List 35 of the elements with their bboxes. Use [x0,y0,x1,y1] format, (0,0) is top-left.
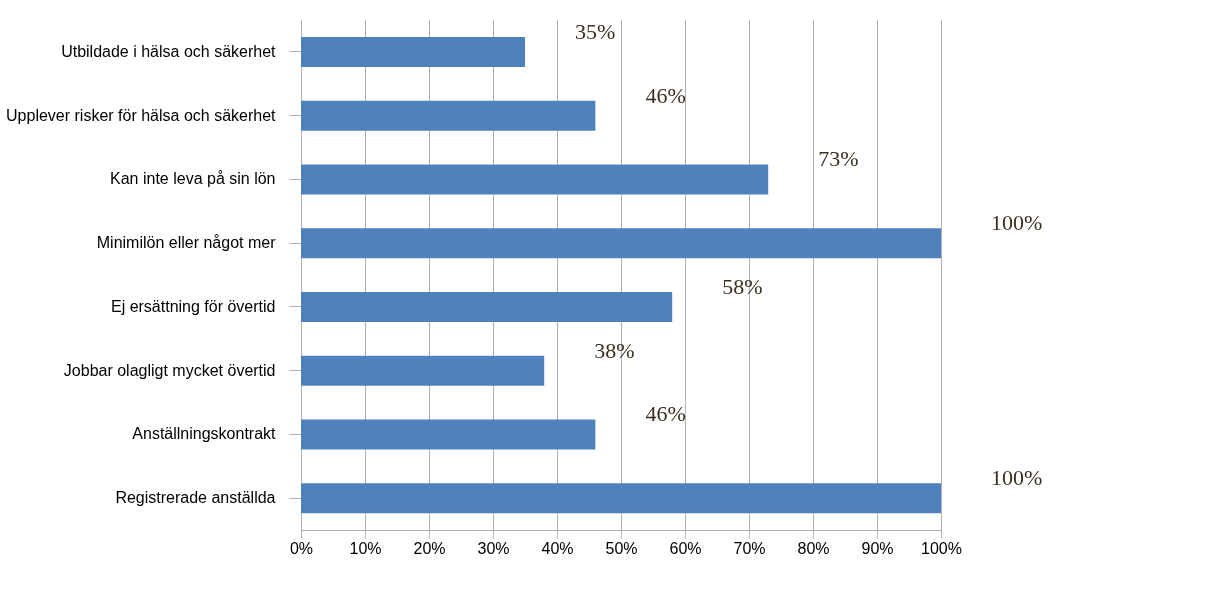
x-tick-label: 100% [921,539,962,557]
data-label: 35% [575,18,616,44]
data-label: 73% [818,146,859,172]
bar [301,483,941,514]
data-label: 38% [594,337,635,363]
y-tick-label: Anställningskontrakt [132,425,277,443]
bar [301,36,525,67]
bar [301,419,596,450]
y-tick-label: Ej ersättning för övertid [110,297,276,315]
y-tick-label: Registrerade anställda [115,489,276,507]
bar [301,228,941,259]
data-label: 58% [722,273,763,299]
y-tick-label: Jobbar olagligt mycket övertid [63,361,276,379]
x-tick-label: 0% [289,539,314,557]
x-tick-label: 60% [669,539,702,557]
bar [301,291,673,322]
x-tick-label: 20% [413,539,446,557]
x-tick-label: 90% [861,539,894,557]
x-tick-label: 80% [797,539,830,557]
bar [301,355,545,386]
bar [301,164,769,195]
bar [301,100,596,131]
x-tick-label: 40% [541,539,574,557]
y-tick-label: Upplever risker för hälsa och säkerhet [6,106,277,124]
y-tick-label: Kan inte leva på sin lön [110,170,276,188]
data-label: 100% [991,465,1043,491]
x-tick-label: 50% [605,539,638,557]
data-label: 46% [645,401,686,427]
x-tick-label: 70% [733,539,766,557]
y-tick-label: Minimilön eller något mer [96,234,277,252]
x-tick-label: 30% [477,539,510,557]
y-tick-label: Utbildade i hälsa och säkerhet [61,42,277,60]
x-tick-label: 10% [349,539,382,557]
data-label: 100% [991,210,1043,236]
data-label: 46% [645,82,686,108]
